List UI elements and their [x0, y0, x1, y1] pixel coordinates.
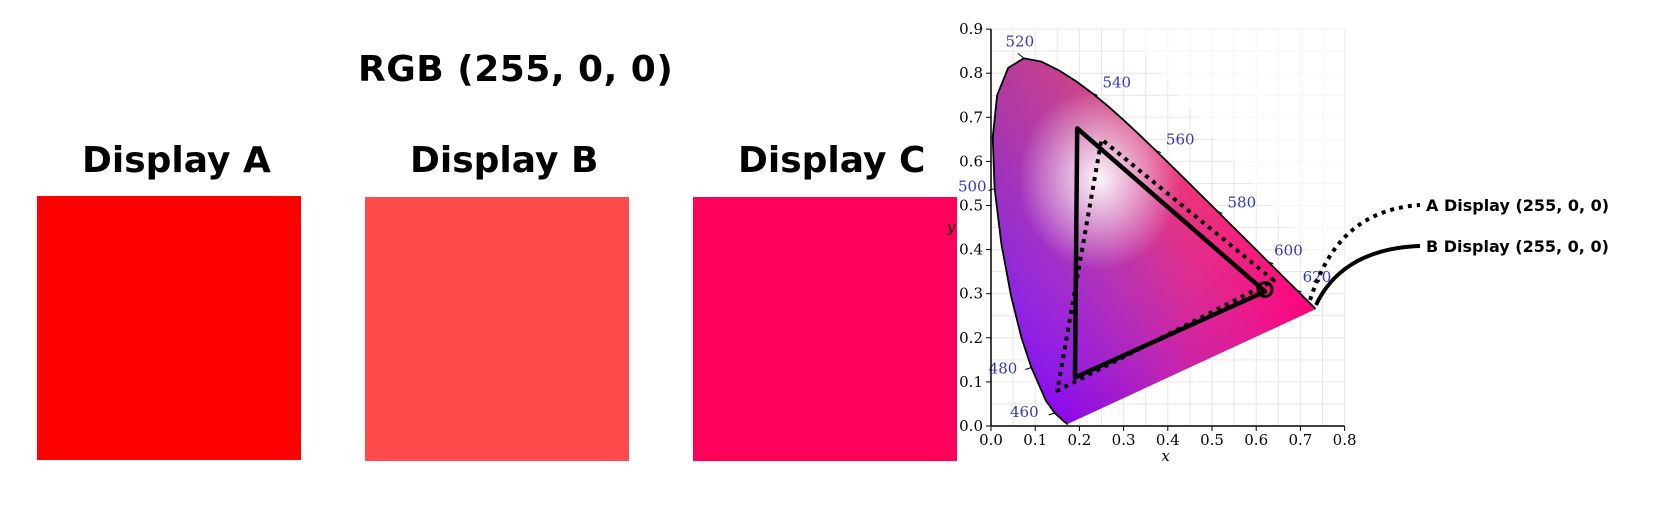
gamut-a-dotted-triangle	[1055, 137, 1276, 393]
display-b-label: Display B	[410, 140, 599, 181]
x-tick-label: 0.5	[1200, 431, 1224, 449]
display-b-swatch	[365, 197, 629, 461]
wavelength-label-520: 520	[1006, 32, 1035, 50]
y-tick-label: 0.8	[959, 64, 983, 82]
wavelength-label-460: 460	[1010, 403, 1039, 421]
y-tick-label: 0.4	[959, 241, 983, 259]
gamut-triangles	[1055, 126, 1276, 393]
y-tick-label: 0.9	[959, 20, 983, 38]
display-a-label: Display A	[82, 140, 271, 181]
red-point-marker	[1256, 280, 1274, 298]
x-tick-label: 0.0	[979, 431, 1003, 449]
y-tick-label: 0.0	[959, 417, 983, 435]
rgb-title: RGB (255, 0, 0)	[358, 49, 674, 90]
x-tick-label: 0.3	[1112, 431, 1136, 449]
display-c-swatch	[693, 197, 957, 461]
y-tick-label: 0.3	[959, 285, 983, 303]
wavelength-label-500: 500	[958, 178, 987, 196]
wavelength-label-580: 580	[1228, 193, 1257, 211]
callout-a-label: A Display (255, 0, 0)	[1426, 196, 1609, 215]
locus-outline	[991, 57, 1317, 425]
x-axis-label: x	[1161, 447, 1170, 465]
x-tick-label: 0.2	[1067, 431, 1091, 449]
y-axis-label: y	[946, 218, 956, 236]
y-tick-label: 0.7	[959, 108, 983, 126]
y-tick-label: 0.5	[959, 197, 983, 215]
display-a-swatch	[37, 196, 301, 460]
display-c-label: Display C	[738, 140, 926, 181]
wavelength-label-480: 480	[989, 359, 1018, 377]
x-tick-label: 0.4	[1156, 431, 1180, 449]
wavelength-label-560: 560	[1166, 131, 1195, 149]
x-tick-label: 0.6	[1244, 431, 1268, 449]
callouts: A Display (255, 0, 0) B Display (255, 0, …	[1308, 196, 1609, 306]
chart-axes: 0.0 0.1 0.2 0.3 0.4 0.5 0.6 0.7 0.8 0.0 0.1 0.2 0.3 0…	[946, 20, 1357, 465]
wavelength-label-620: 620	[1303, 268, 1332, 286]
callout-b-label: B Display (255, 0, 0)	[1426, 237, 1609, 256]
x-tick-label: 0.7	[1288, 431, 1312, 449]
y-tick-label: 0.1	[959, 373, 983, 391]
wavelength-label-540: 540	[1102, 73, 1131, 91]
y-tick-label: 0.6	[959, 152, 983, 170]
x-tick-label: 0.1	[1023, 431, 1047, 449]
gamut-b-solid-triangle	[1072, 126, 1268, 380]
x-tick-label: 0.8	[1333, 431, 1357, 449]
wavelength-label-600: 600	[1274, 242, 1303, 260]
y-tick-label: 0.2	[959, 329, 983, 347]
callout-b-solid-line	[1314, 244, 1421, 306]
